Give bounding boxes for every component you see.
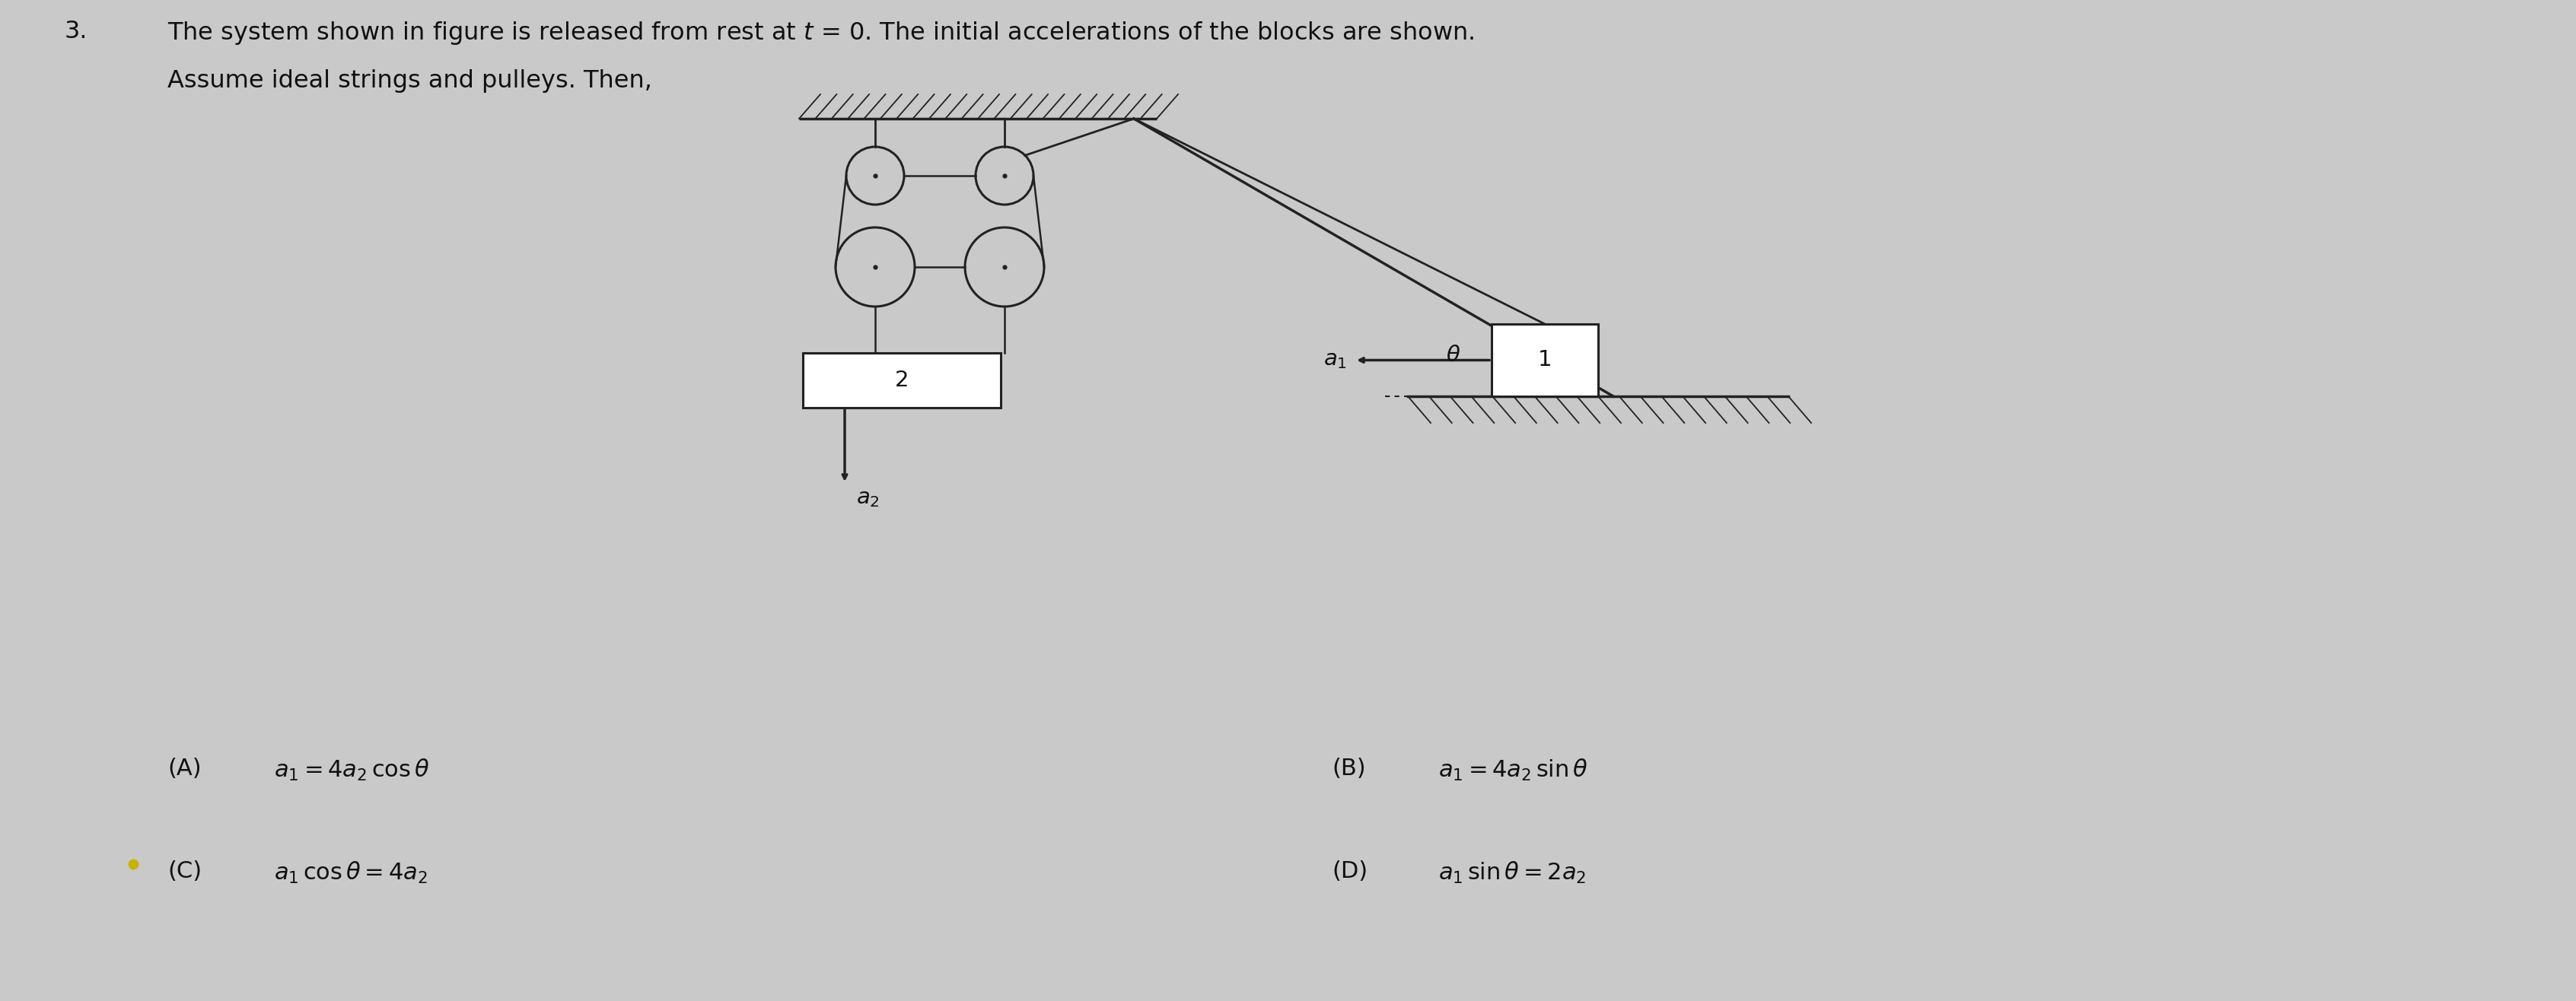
Text: $a_1 = 4a_2\,\sin\theta$: $a_1 = 4a_2\,\sin\theta$ — [1437, 758, 1587, 783]
Text: The system shown in figure is released from rest at $t$ = 0. The initial acceler: The system shown in figure is released f… — [167, 20, 1473, 46]
Text: (D): (D) — [1332, 860, 1368, 882]
Text: 2: 2 — [894, 369, 909, 391]
Bar — [1492, 324, 1597, 396]
Bar — [804, 353, 999, 407]
Text: (B): (B) — [1332, 758, 1365, 780]
Text: (C): (C) — [167, 860, 201, 882]
Text: $a_1$: $a_1$ — [1324, 349, 1347, 370]
Text: Assume ideal strings and pulleys. Then,: Assume ideal strings and pulleys. Then, — [167, 69, 652, 93]
Text: (A): (A) — [167, 758, 201, 780]
Text: 3.: 3. — [64, 20, 88, 43]
Text: 1: 1 — [1538, 349, 1551, 370]
Text: $\theta$: $\theta$ — [1445, 344, 1461, 366]
Text: $a_1 = 4a_2\,\cos\theta$: $a_1 = 4a_2\,\cos\theta$ — [273, 758, 430, 783]
Text: $a_1\,\sin\theta = 2a_2$: $a_1\,\sin\theta = 2a_2$ — [1437, 860, 1587, 886]
Text: $a_2$: $a_2$ — [855, 487, 878, 509]
Text: $a_1\,\cos\theta = 4a_2$: $a_1\,\cos\theta = 4a_2$ — [273, 860, 428, 886]
